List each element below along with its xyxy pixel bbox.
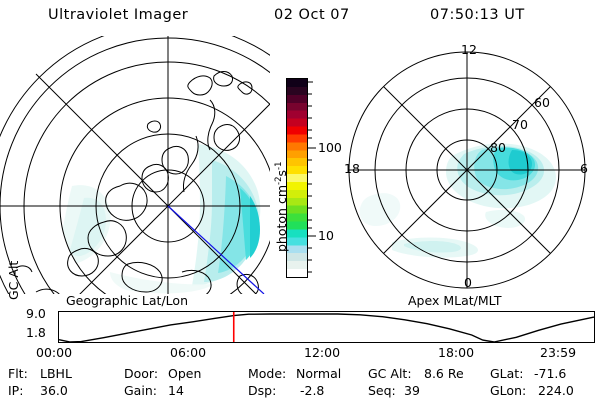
mlt-label-12: 12	[461, 42, 477, 57]
geographic-polar-plot[interactable]	[0, 36, 270, 294]
status-dsp-label: Dsp:	[248, 383, 277, 398]
observation-time: 07:50:13 UT	[430, 7, 525, 23]
status-seq-label: Seq:	[368, 383, 396, 398]
gc-alt-tick-max: 9.0	[26, 306, 46, 321]
status-flt-value: LBHL	[40, 366, 72, 381]
status-seq-value: 39	[404, 383, 420, 398]
mlt-label-6: 6	[580, 161, 588, 176]
coastline-outlines	[15, 71, 259, 294]
instrument-title: Ultraviolet Imager	[48, 7, 189, 23]
status-gain-label: Gain:	[124, 383, 157, 398]
colorbar-gradient	[286, 78, 308, 278]
mlt-spokes	[349, 52, 585, 288]
mlat-label-80: 80	[490, 140, 506, 155]
status-glon-label: GLon:	[490, 383, 527, 398]
status-door-label: Door:	[124, 366, 159, 381]
status-glon-value: 224.0	[538, 383, 574, 398]
mlat-label-70: 70	[512, 117, 528, 132]
observation-date: 02 Oct 07	[274, 7, 350, 23]
time-tick-1: 06:00	[170, 345, 207, 360]
status-gain-value: 14	[168, 383, 184, 398]
altitude-strip-chart[interactable]	[58, 311, 595, 343]
time-tick-0: 00:00	[36, 345, 73, 360]
status-glat-label: GLat:	[490, 366, 524, 381]
right-plot-title: Apex MLat/MLT	[408, 293, 502, 308]
status-mode-label: Mode:	[248, 366, 287, 381]
status-ip-value: 36.0	[40, 383, 68, 398]
magnetic-polar-plot[interactable]	[340, 36, 600, 294]
status-flt-label: Flt:	[8, 366, 28, 381]
gc-alt-tick-min: 1.8	[26, 325, 46, 340]
status-gcalt-label: GC Alt:	[368, 366, 412, 381]
status-gcalt-value: 8.6 Re	[424, 366, 464, 381]
mlat-label-60: 60	[534, 95, 550, 110]
status-ip-label: IP:	[8, 383, 24, 398]
orbit-track-line	[167, 205, 265, 294]
left-plot-title: Geographic Lat/Lon	[66, 293, 188, 308]
colorbar-tick-10: 10	[318, 228, 334, 243]
time-tick-3: 18:00	[438, 345, 475, 360]
status-dsp-value: -2.8	[300, 383, 325, 398]
time-tick-2: 12:00	[304, 345, 341, 360]
mlt-label-18: 18	[344, 161, 360, 176]
colorbar-tick-100: 100	[318, 140, 342, 155]
colorbar-ticks	[307, 81, 316, 273]
status-mode-value: Normal	[296, 366, 342, 381]
status-glat-value: -71.6	[534, 366, 567, 381]
status-door-value: Open	[168, 366, 202, 381]
aurora-emission-geographic	[60, 144, 261, 294]
time-tick-4: 23:59	[540, 345, 577, 360]
mlt-label-0: 0	[464, 275, 472, 290]
